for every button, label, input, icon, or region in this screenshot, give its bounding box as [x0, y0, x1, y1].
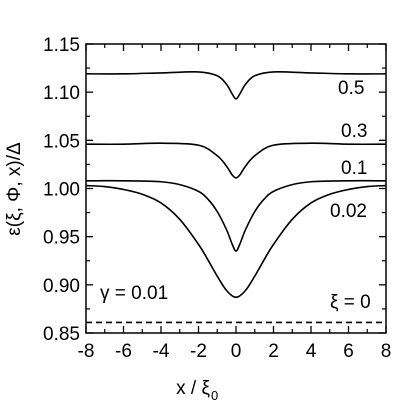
- series-label-0-02: 0.02: [330, 201, 367, 222]
- x-tick-label: 0: [231, 341, 242, 362]
- series-label-0-1: 0.1: [341, 158, 367, 179]
- y-tick-label: 1.05: [43, 131, 80, 152]
- curves: [85, 71, 387, 324]
- x-tick-label: -8: [78, 341, 95, 362]
- series-label-0-5: 0.5: [338, 78, 364, 99]
- series-label-xi-0: ξ = 0: [330, 292, 371, 313]
- y-tick-label: 1.15: [43, 35, 80, 56]
- y-tick-label: 1.00: [43, 180, 80, 201]
- series-line-1: [85, 142, 387, 179]
- x-tick-label: -2: [190, 341, 207, 362]
- x-tick-label: -4: [153, 341, 170, 362]
- x-axis-label-subscript: 0: [211, 388, 218, 403]
- x-axis-label-main: x / ξ: [176, 378, 210, 399]
- x-tick-label: -6: [115, 341, 132, 362]
- y-tick-label: 1.10: [43, 83, 80, 104]
- x-tick-label: 6: [343, 341, 354, 362]
- series-line-3: [85, 184, 387, 299]
- axis-ticks: -8 -6 -4 -2 0 2 4 6 8 0.85 0.90 0.95 1.00 1.05 1.10 1.1…: [43, 35, 391, 362]
- series-line-2: [85, 179, 387, 252]
- series-label-0-3: 0.3: [341, 121, 367, 142]
- x-tick-label: 8: [381, 341, 392, 362]
- y-axis-label: ε(ξ, Φ, x)/Δ: [4, 142, 25, 236]
- y-tick-label: 0.95: [43, 228, 80, 249]
- x-tick-label: 4: [306, 341, 317, 362]
- x-tick-label: 2: [268, 341, 279, 362]
- gamma-annotation: γ = 0.01: [100, 283, 168, 304]
- series-line-0: [85, 71, 387, 100]
- x-axis-label: x / ξ 0: [176, 378, 218, 403]
- y-tick-label: 0.90: [43, 276, 80, 297]
- y-tick-label: 0.85: [43, 324, 80, 345]
